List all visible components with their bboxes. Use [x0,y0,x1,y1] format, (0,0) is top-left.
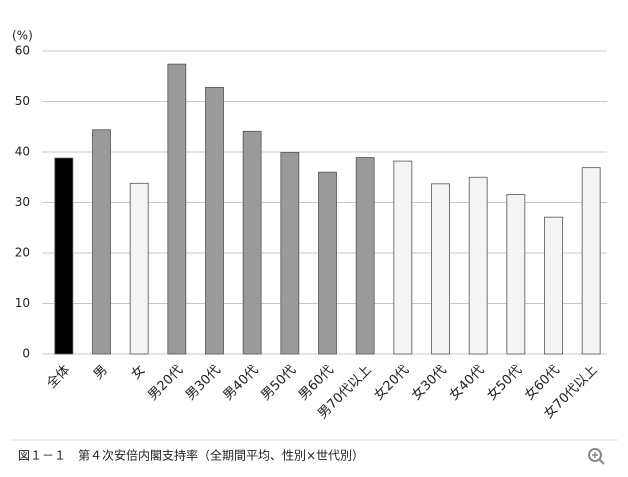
bar [129,182,149,355]
x-tick-label: 全体 [43,362,73,392]
x-tick-label: 女20代 [371,362,412,403]
bar [280,152,300,355]
x-tick-label: 女30代 [408,362,449,403]
x-tick-label: 男20代 [145,363,186,404]
y-tick-label: 30 [15,195,30,209]
caption: 図１－１ 第４次安倍内閣支持率（全期間平均、性別×世代別） [18,448,364,463]
y-axis-label: (%) [12,29,33,43]
y-tick-label: 0 [22,347,30,361]
x-tick-label: 女40代 [446,362,487,403]
bar [431,183,450,355]
x-tick-label: 女50代 [484,362,525,403]
y-tick-label: 60 [15,44,30,58]
y-tick-label: 10 [15,296,30,310]
bar [54,157,74,355]
x-tick-label: 男40代 [221,363,262,404]
bar [242,130,262,355]
bar [318,171,337,355]
x-tick-label: 男30代 [183,363,224,404]
x-tick-label: 男 [91,363,111,383]
x-tick-label: 男50代 [258,363,299,404]
bar [581,167,601,355]
bar [355,157,375,355]
bar [468,176,488,355]
bar [167,63,187,355]
y-tick-label: 40 [15,145,30,159]
zoom-icon[interactable] [588,448,605,465]
x-tick-label: 女 [128,362,149,383]
bar [205,86,224,355]
bar [92,129,111,355]
bar [393,160,413,355]
bar [506,194,526,355]
y-tick-label: 50 [15,94,30,108]
bar [544,216,563,355]
y-tick-label: 20 [15,246,30,260]
